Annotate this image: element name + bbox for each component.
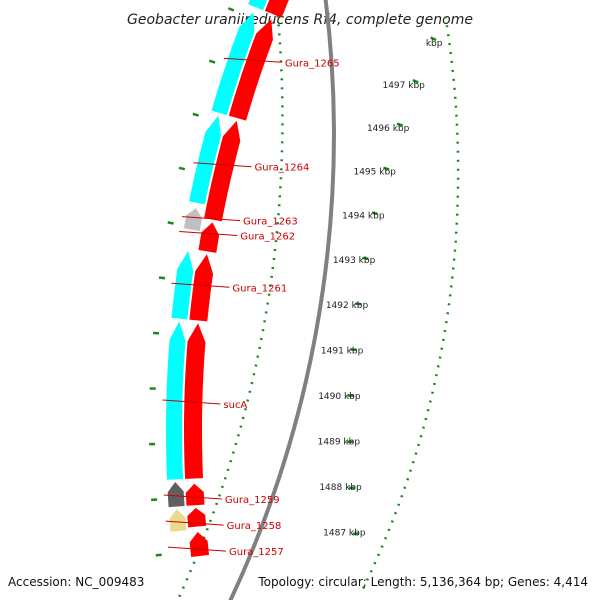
gene-arrow-gura_1257	[189, 532, 210, 557]
gene-arrow-unlabeled	[264, 0, 289, 18]
tick-label: 1496 kbp	[367, 124, 410, 134]
gene-label-leader	[181, 216, 241, 222]
accession-text: Accession: NC_009483	[8, 575, 145, 589]
tick-mark-inner	[192, 112, 199, 117]
gene-label-leader	[167, 546, 227, 552]
gene-label-gura_1264: Gura_1264	[255, 163, 310, 174]
gene-label-gura_1261: Gura_1261	[232, 283, 287, 294]
tick-mark-inner	[152, 331, 160, 335]
tick-layer: 1487 kbp 1488 kbp 1489 kbp 1490 kbp 1491 kbp…	[149, 0, 460, 600]
gene-arrow-unlabeled	[187, 507, 207, 528]
tick-mark-major	[362, 256, 369, 261]
gene-arrow-gura_1258	[169, 509, 187, 532]
gene-label-leader	[162, 399, 221, 405]
gene-label-leader	[163, 494, 222, 500]
tick-label: 1495 kbp	[353, 167, 396, 177]
gene-label-gura_1257: Gura_1257	[229, 547, 284, 558]
tick-mark-inner	[227, 7, 235, 12]
tick-mark-major	[371, 211, 378, 216]
tick-mark-major	[396, 122, 404, 127]
gene-label-leader	[171, 282, 230, 288]
map-title: Geobacter uraniireducens Rf4, complete g…	[127, 12, 473, 28]
gene-arrow-unlabeled	[211, 12, 255, 116]
gene-label-gura_1259: Gura_1259	[225, 495, 280, 506]
tick-dotted-arc-inner	[176, 0, 284, 600]
gene-arrow-unlabeled	[248, 0, 268, 11]
gene-label-leader	[165, 520, 224, 526]
tick-mark-inner	[158, 276, 166, 280]
gene-label-suca: sucA	[223, 400, 247, 411]
tick-label: 1494 kbp	[342, 211, 385, 221]
gene-label-gura_1265: Gura_1265	[285, 58, 340, 69]
tick-label: 1489 kbp	[318, 438, 361, 448]
tick-mark-inner	[155, 553, 162, 557]
gene-arrow-gura_1263	[183, 208, 203, 231]
tick-mark-inner	[208, 59, 216, 64]
tick-mark-major	[430, 36, 437, 42]
gene-label-leader	[193, 162, 252, 168]
gene-arrow-unlabeled	[171, 251, 194, 320]
gene-arrow-unlabeled	[185, 483, 205, 506]
tick-label: 1493 kbp	[333, 256, 376, 266]
tick-label: 1492 kbp	[326, 301, 369, 311]
tick-mark-inner	[167, 221, 174, 225]
genome-summary-text: Topology: circular; Length: 5,136,364 bp…	[258, 575, 588, 589]
tick-dotted-arc-outer	[362, 13, 460, 589]
tick-label: 1490 kbp	[318, 392, 361, 402]
tick-mark-inner	[178, 166, 186, 171]
tick-mark-major	[352, 532, 359, 536]
tick-label: kbp	[426, 39, 443, 49]
gene-label-gura_1263: Gura_1263	[243, 217, 298, 228]
gene-arrow-gura_1259	[167, 482, 185, 508]
tick-mark-major	[355, 302, 362, 306]
gene-label-leader	[179, 231, 238, 237]
tick-mark-major	[350, 348, 357, 352]
tick-mark-major	[412, 79, 419, 84]
tick-mark-major	[383, 166, 390, 171]
tick-label: 1491 kbp	[321, 347, 364, 357]
gene-arrow-gura_1262	[198, 222, 220, 253]
gene-arrow-suca	[184, 323, 206, 479]
tick-label: 1487 kbp	[323, 529, 366, 539]
gene-label-layer: Gura_1257 Gura_1258 Gura_1259 sucA Gura_1261…	[162, 57, 340, 558]
gene-label-leader	[223, 57, 282, 63]
gene-arrow-gura_1264	[204, 120, 241, 222]
gene-arrow-gura_1265	[228, 19, 273, 121]
tick-label: 1497 kbp	[382, 81, 425, 91]
gene-label-gura_1262: Gura_1262	[240, 232, 295, 243]
gene-label-gura_1258: Gura_1258	[227, 521, 282, 532]
tick-label: 1488 kbp	[319, 483, 362, 493]
gene-arrow-unlabeled	[189, 115, 221, 205]
genome-backbone	[228, 0, 336, 600]
gene-arrow-gura_1261	[189, 254, 214, 322]
